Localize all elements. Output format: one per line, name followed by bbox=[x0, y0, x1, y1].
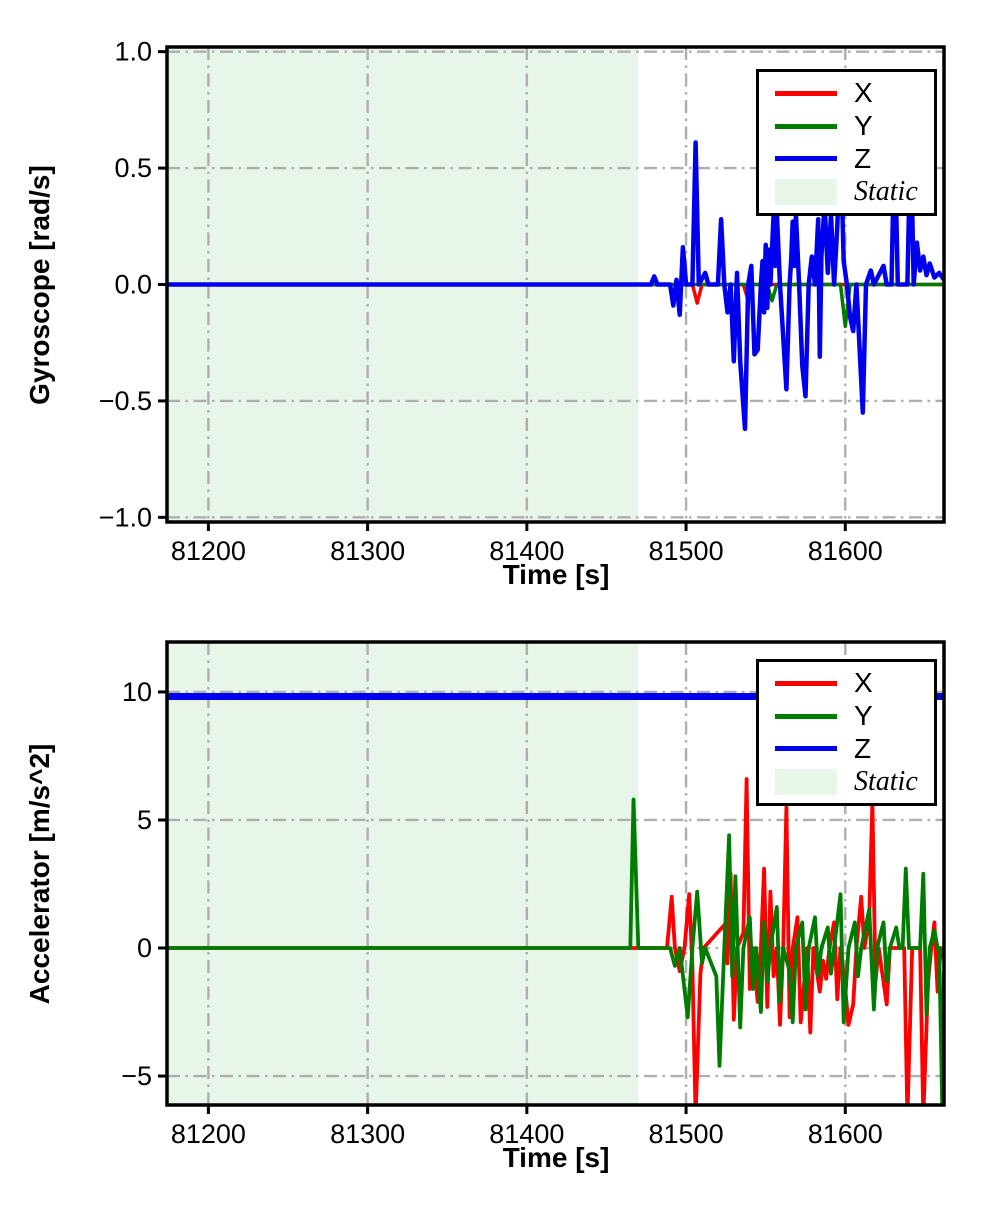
legend-label-x: X bbox=[854, 77, 873, 109]
accelerator-legend: X Y Z Static bbox=[756, 659, 937, 806]
legend-label-z: Z bbox=[854, 732, 872, 764]
accelerator-frame bbox=[165, 640, 946, 1107]
legend-entry-z: Z bbox=[775, 733, 926, 766]
x-tick-label: 81300 bbox=[330, 1119, 405, 1149]
static-region-patch-swatch bbox=[775, 768, 837, 795]
y-tick-label: 1.0 bbox=[114, 37, 152, 67]
legend-entry-static: Static bbox=[775, 175, 926, 208]
y-tick-label: 0.5 bbox=[114, 153, 152, 183]
x-tick-label: 81200 bbox=[171, 536, 246, 566]
x-tick-label: 81300 bbox=[330, 536, 405, 566]
x-tick-label: 81400 bbox=[489, 1119, 564, 1149]
gyroscope-legend: X Y Z Static bbox=[756, 69, 937, 216]
y-series-line-swatch bbox=[775, 713, 837, 719]
legend-label-z: Z bbox=[854, 142, 872, 174]
y-tick-label: 5 bbox=[137, 805, 152, 835]
accelerator-x-axis-label: Time [s] bbox=[502, 1142, 610, 1173]
y-tick-label: −1.0 bbox=[99, 502, 152, 532]
gyroscope-x-axis-label: Time [s] bbox=[502, 559, 610, 590]
x-tick-label: 81200 bbox=[171, 1119, 246, 1149]
x-tick-label: 81600 bbox=[808, 536, 883, 566]
y-tick-label: 0 bbox=[137, 933, 152, 963]
static-region-patch-swatch bbox=[775, 178, 837, 205]
y-tick-label: 0.0 bbox=[114, 270, 152, 300]
static-region-band bbox=[167, 642, 639, 1105]
y-tick-label: 10 bbox=[122, 677, 152, 707]
y-series-line-swatch bbox=[775, 123, 837, 129]
gyroscope-y-axis-label: Gyroscope [rad/s] bbox=[24, 165, 55, 405]
gyroscope-series-z bbox=[167, 128, 944, 432]
z-series-line-swatch bbox=[775, 156, 837, 162]
legend-label-x: X bbox=[854, 667, 873, 699]
accelerator-plot-area: 81200 81300 81400 81500 81600 10 5 0 −5 bbox=[121, 640, 946, 1149]
legend-entry-z: Z bbox=[775, 143, 926, 176]
x-tick-label: 81500 bbox=[649, 536, 724, 566]
x-series-line-swatch bbox=[775, 680, 837, 686]
accelerator-series-y bbox=[167, 797, 944, 1105]
legend-label-static: Static bbox=[854, 175, 918, 207]
legend-entry-y: Y bbox=[775, 700, 926, 733]
x-tick-label: 81600 bbox=[808, 1119, 883, 1149]
legend-entry-x: X bbox=[775, 77, 926, 110]
accelerator-y-axis-label: Accelerator [m/s^2] bbox=[24, 743, 55, 1005]
legend-entry-x: X bbox=[775, 667, 926, 700]
z-series-line-swatch bbox=[775, 746, 837, 752]
x-series-line-swatch bbox=[775, 90, 837, 96]
y-tick-label: −5 bbox=[121, 1061, 152, 1091]
legend-label-y: Y bbox=[854, 700, 873, 732]
legend-entry-y: Y bbox=[775, 110, 926, 143]
gyroscope-plot-area: 81200 81300 81400 81500 81600 1.0 0.5 0.0 −0.5 −1… bbox=[99, 37, 946, 566]
legend-label-static: Static bbox=[854, 765, 918, 797]
x-tick-label: 81400 bbox=[489, 536, 564, 566]
x-tick-label: 81500 bbox=[649, 1119, 724, 1149]
legend-label-y: Y bbox=[854, 110, 873, 142]
y-tick-label: −0.5 bbox=[99, 386, 152, 416]
legend-entry-static: Static bbox=[775, 765, 926, 798]
